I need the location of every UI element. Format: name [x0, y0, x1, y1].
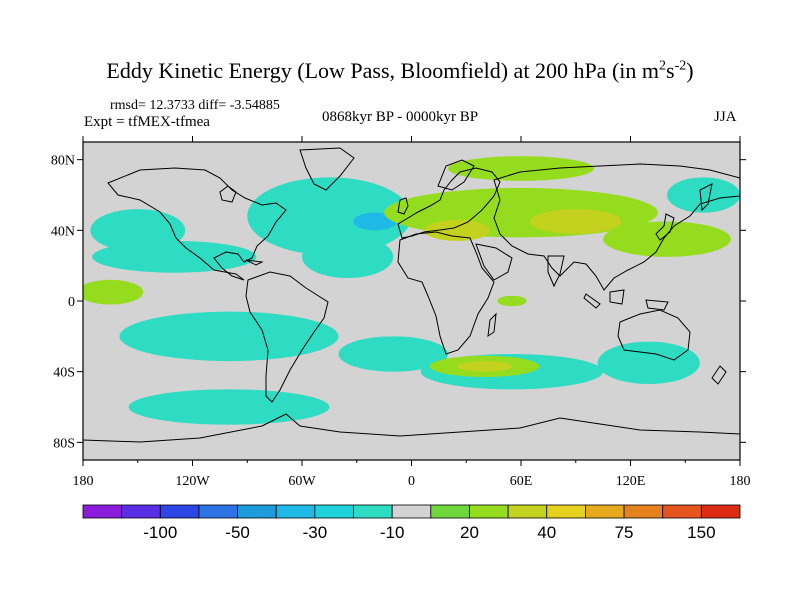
coastline-new-guinea [645, 299, 669, 311]
coastline-india [547, 255, 565, 288]
colorbar-box [662, 504, 702, 519]
colorbar-label: -50 [225, 523, 250, 542]
colorbar-box [82, 504, 123, 519]
colorbar-label: 20 [460, 523, 479, 542]
region-n-atlantic-cyan [247, 177, 412, 256]
y-tick-label: 40N [51, 224, 75, 239]
colorbar-box [314, 504, 354, 519]
region-australia-cyan [597, 341, 700, 385]
region-central-atlantic-cyan [302, 235, 394, 279]
colorbar-label: -30 [303, 523, 328, 542]
colorbar-box [469, 504, 509, 519]
colorbar-box [623, 504, 664, 519]
anomaly-regions [83, 156, 740, 425]
season-label: JJA [714, 109, 737, 125]
colorbar-box [237, 504, 277, 519]
region-n-pacific-green [603, 221, 731, 257]
colorbar-box [275, 504, 316, 519]
coastline-north-america [107, 167, 287, 281]
coastline-africa [397, 231, 495, 355]
coastline-hudson-bay [219, 185, 237, 203]
colorbar-label: 150 [687, 523, 715, 542]
region-asia-yellow-green [530, 209, 622, 234]
region-s-pacific-cyan [119, 311, 339, 362]
colorbar-box [198, 504, 238, 519]
colorbar: -100 -50 -30 -10 20 40 75 150 [82, 504, 741, 542]
colorbar-label: -10 [380, 523, 405, 542]
colorbar-box [585, 504, 625, 519]
coastline-greenland [299, 147, 355, 191]
coastline-madagascar [487, 312, 497, 338]
x-tick-label: 120W [175, 474, 210, 489]
region-mediterranean-yellow [424, 219, 490, 241]
region-arctic-green [448, 156, 594, 181]
x-tick-label: 0 [408, 474, 415, 489]
title-text: Eddy Kinetic Energy (Low Pass, Bloomfiel… [106, 58, 659, 83]
coastline-antarctica [83, 413, 740, 443]
colorbar-box [507, 504, 548, 519]
coastline-borneo [609, 289, 625, 305]
y-tick-label: 40S [53, 366, 75, 381]
time-period-label: 0868kyr BP - 0000kyr BP [322, 109, 479, 125]
colorbar-box [353, 504, 393, 519]
coastline-arabia [475, 243, 513, 281]
colorbar-box [700, 504, 741, 519]
y-tick-label: 80N [51, 154, 75, 169]
title-superscript-1: 2 [659, 58, 666, 74]
coastline-south-america [245, 271, 329, 403]
title-unit-s: s [666, 58, 675, 83]
coastline-europe [397, 167, 501, 239]
x-tick-label: 180 [730, 474, 751, 489]
colorbar-label: -100 [143, 523, 177, 542]
region-nw-pacific-cyan [667, 177, 740, 213]
coastline-japan [655, 213, 675, 241]
colorbar-label: 75 [615, 523, 634, 542]
region-n-atlantic-core [353, 212, 397, 231]
coastline-scandinavia [437, 159, 475, 191]
y-tick-label: 0 [68, 295, 75, 310]
coastline-great-britain [397, 197, 409, 215]
region-africa-green [497, 295, 527, 307]
region-n-pacific-cyan [90, 209, 186, 252]
colorbar-box [159, 504, 200, 519]
rmsd-diff-stats: rmsd= 12.3733 diff= -3.54885 [110, 98, 280, 113]
y-tick-label: 80S [53, 436, 75, 451]
region-s-indian-yellow [457, 361, 512, 372]
x-tick-label: 120E [616, 474, 646, 489]
title-close: ) [686, 58, 694, 83]
region-e-pacific-green [83, 279, 144, 305]
region-southern-ocean-cyan [128, 389, 330, 425]
coastline-new-zealand [711, 365, 727, 385]
figure-title: Eddy Kinetic Energy (Low Pass, Bloomfiel… [0, 58, 800, 84]
coastlines [83, 147, 740, 443]
title-superscript-2: -2 [674, 58, 687, 74]
coastline-asia [493, 163, 740, 291]
colorbar-box [391, 504, 432, 519]
colorbar-box [546, 504, 586, 519]
coastline-sumatra [583, 293, 601, 309]
coastline-kamchatka [699, 183, 713, 212]
coastline-cuba [245, 259, 264, 266]
experiment-label: Expt = tfMEX-tfmea [84, 114, 210, 130]
colorbar-label: 40 [537, 523, 556, 542]
colorbar-box [430, 504, 470, 519]
coastline-australia [617, 309, 691, 361]
colorbar-box [121, 504, 161, 519]
region-s-atlantic-cyan [338, 336, 448, 372]
x-tick-label: 180 [73, 474, 94, 489]
x-tick-label: 60W [288, 474, 316, 489]
region-subtrop-band-cyan [92, 240, 257, 273]
x-tick-label: 60E [510, 474, 533, 489]
axis-ticks: 180 120W 60W 0 60E 120E 180 80N 40N 0 40S 80S [51, 136, 751, 489]
